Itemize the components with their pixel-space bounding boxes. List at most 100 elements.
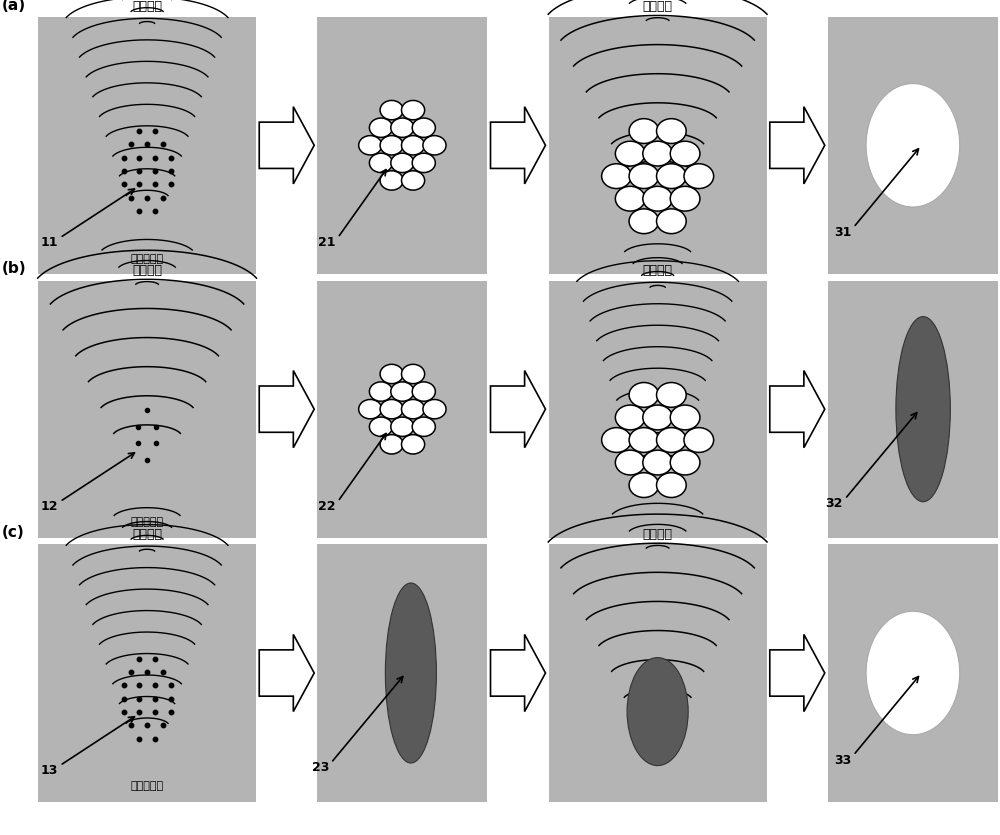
- Circle shape: [380, 171, 403, 190]
- Text: 23: 23: [312, 762, 329, 774]
- Bar: [317, 281, 487, 538]
- Circle shape: [643, 405, 672, 430]
- Circle shape: [670, 186, 700, 211]
- Circle shape: [391, 153, 414, 173]
- Circle shape: [684, 428, 714, 453]
- Circle shape: [412, 417, 435, 437]
- FancyArrow shape: [259, 107, 314, 184]
- Circle shape: [657, 428, 686, 453]
- FancyArrow shape: [770, 635, 825, 711]
- Circle shape: [412, 382, 435, 402]
- Circle shape: [369, 417, 393, 437]
- Circle shape: [401, 135, 425, 155]
- Circle shape: [391, 417, 414, 437]
- Text: 低频超声: 低频超声: [643, 528, 673, 541]
- Text: (b): (b): [2, 261, 27, 276]
- Text: 13: 13: [40, 764, 58, 777]
- Circle shape: [369, 118, 393, 138]
- FancyArrow shape: [491, 635, 545, 711]
- Text: 21: 21: [318, 236, 336, 249]
- Circle shape: [657, 209, 686, 234]
- Circle shape: [359, 135, 382, 155]
- Text: (a): (a): [2, 0, 26, 13]
- FancyArrow shape: [259, 635, 314, 711]
- Circle shape: [643, 186, 672, 211]
- Circle shape: [391, 382, 414, 402]
- Text: 低频超声: 低频超声: [643, 0, 673, 13]
- Text: 低频超声: 低频超声: [132, 264, 162, 277]
- Ellipse shape: [627, 658, 688, 766]
- Circle shape: [684, 164, 714, 189]
- Circle shape: [401, 364, 425, 383]
- FancyArrow shape: [259, 371, 314, 448]
- Bar: [549, 17, 767, 274]
- Bar: [317, 544, 487, 802]
- Circle shape: [380, 435, 403, 454]
- Bar: [549, 281, 767, 538]
- Circle shape: [401, 100, 425, 119]
- Circle shape: [615, 450, 645, 475]
- Bar: [828, 281, 998, 538]
- Text: 高频超声: 高频超声: [132, 528, 162, 541]
- Text: 12: 12: [40, 500, 58, 513]
- Bar: [828, 544, 998, 802]
- Circle shape: [602, 164, 631, 189]
- Circle shape: [615, 141, 645, 166]
- Circle shape: [380, 135, 403, 155]
- Text: (c): (c): [2, 525, 25, 540]
- Ellipse shape: [896, 316, 950, 502]
- Circle shape: [657, 119, 686, 144]
- Circle shape: [670, 141, 700, 166]
- Text: 粘弹性介质: 粘弹性介质: [131, 518, 164, 528]
- Circle shape: [670, 450, 700, 475]
- Circle shape: [615, 405, 645, 430]
- Circle shape: [401, 435, 425, 454]
- Circle shape: [629, 382, 659, 407]
- Bar: [549, 544, 767, 802]
- Circle shape: [412, 153, 435, 173]
- Text: 31: 31: [834, 226, 851, 239]
- Bar: [317, 17, 487, 274]
- Text: 33: 33: [834, 754, 851, 767]
- Circle shape: [401, 171, 425, 190]
- Bar: [828, 17, 998, 274]
- Circle shape: [643, 141, 672, 166]
- Circle shape: [615, 186, 645, 211]
- FancyArrow shape: [770, 107, 825, 184]
- Circle shape: [369, 382, 393, 402]
- Circle shape: [412, 118, 435, 138]
- Circle shape: [629, 119, 659, 144]
- Text: 粘弹性介质: 粘弹性介质: [131, 254, 164, 264]
- Circle shape: [629, 164, 659, 189]
- FancyArrow shape: [491, 107, 545, 184]
- FancyArrow shape: [770, 371, 825, 448]
- Text: 高频超声: 高频超声: [132, 0, 162, 13]
- Circle shape: [401, 399, 425, 419]
- Circle shape: [670, 405, 700, 430]
- Ellipse shape: [866, 84, 960, 207]
- Circle shape: [391, 118, 414, 138]
- Circle shape: [602, 428, 631, 453]
- Text: 22: 22: [318, 500, 336, 513]
- Circle shape: [380, 399, 403, 419]
- Circle shape: [380, 364, 403, 383]
- Text: 32: 32: [825, 498, 843, 510]
- Text: 高频超声: 高频超声: [643, 264, 673, 277]
- Ellipse shape: [866, 611, 960, 735]
- Circle shape: [629, 473, 659, 498]
- Bar: [38, 281, 256, 538]
- Circle shape: [629, 209, 659, 234]
- Circle shape: [657, 164, 686, 189]
- Circle shape: [629, 428, 659, 453]
- FancyArrow shape: [491, 371, 545, 448]
- Circle shape: [380, 100, 403, 119]
- Bar: [38, 17, 256, 274]
- Circle shape: [423, 399, 446, 419]
- Circle shape: [369, 153, 393, 173]
- Text: 粘弹性介质: 粘弹性介质: [131, 782, 164, 792]
- Circle shape: [643, 450, 672, 475]
- Text: 11: 11: [40, 236, 58, 249]
- Bar: [38, 544, 256, 802]
- Circle shape: [657, 473, 686, 498]
- Ellipse shape: [385, 583, 436, 763]
